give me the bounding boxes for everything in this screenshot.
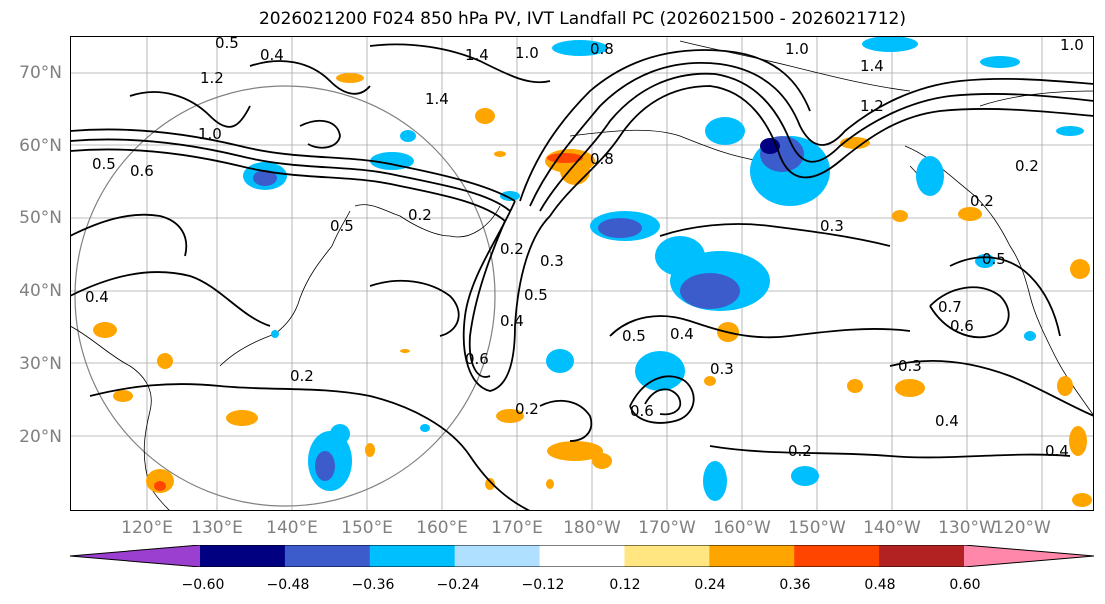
colorbar-segment <box>624 545 710 567</box>
colorbar-segment <box>794 545 880 567</box>
lat-label: 50°N <box>19 208 62 228</box>
contour-label: 0.2 <box>408 206 432 224</box>
colorbar <box>70 545 1094 567</box>
lon-label: 140°E <box>266 518 318 538</box>
colorbar-tick: −0.24 <box>436 577 480 593</box>
colorbar-tick: −0.48 <box>266 577 310 593</box>
lon-label: 120°W <box>993 518 1051 538</box>
contour-label: 0.3 <box>710 360 734 378</box>
contour-label: 0.2 <box>500 240 524 258</box>
contour-label: 0.4 <box>260 46 284 64</box>
lon-label: 180°W <box>563 518 621 538</box>
contour-label: 0.2 <box>290 367 314 385</box>
contour-label: 1.0 <box>1060 36 1084 54</box>
negative-anomalies <box>243 36 1084 501</box>
lat-label: 30°N <box>19 354 62 374</box>
contour-label: 0.8 <box>590 150 614 168</box>
contour-label: 0.5 <box>622 327 646 345</box>
contour-label: 0.5 <box>982 250 1006 268</box>
colorbar-segment <box>454 545 541 567</box>
contour-label: 0.4 <box>500 312 524 330</box>
map-plot-area: 0.5 0.4 1.4 1.0 0.8 1.0 1.4 1.2 1.4 1.2 … <box>70 36 1094 511</box>
lat-label: 60°N <box>19 136 62 156</box>
colorbar-tick: 0.60 <box>949 577 981 593</box>
contour-label: 0.2 <box>970 192 994 210</box>
lon-label: 120°E <box>121 518 173 538</box>
contour-label: 1.4 <box>425 90 449 108</box>
contour-label: 1.4 <box>860 57 884 75</box>
lon-label: 140°W <box>863 518 921 538</box>
colorbar-tick: 0.48 <box>864 577 896 593</box>
colorbar-tick: −0.60 <box>181 577 225 593</box>
colorbar-segment <box>284 545 371 567</box>
lon-label: 160°W <box>713 518 771 538</box>
colorbar-segment <box>369 545 456 567</box>
colorbar-min-extension <box>70 545 200 567</box>
contour-label: 0.6 <box>630 402 654 420</box>
colorbar-segments <box>200 545 965 567</box>
lon-label: 160°E <box>416 518 468 538</box>
lat-label: 40°N <box>19 281 62 301</box>
graticule <box>70 36 1094 511</box>
colorbar-segment <box>200 545 286 567</box>
lat-label: 20°N <box>19 427 62 447</box>
contour-label: 0.8 <box>590 40 614 58</box>
colorbar-segment <box>709 545 795 567</box>
colorbar-max-extension <box>964 545 1094 567</box>
range-circle <box>74 85 496 507</box>
colorbar-segment <box>879 545 965 567</box>
pv-ivt-map: 0.5 0.4 1.4 1.0 0.8 1.0 1.4 1.2 1.4 1.2 … <box>70 36 1094 511</box>
contour-label: 0.2 <box>788 442 812 460</box>
contour-label: 0.5 <box>330 217 354 235</box>
contour-label: 0.4 <box>1045 442 1069 460</box>
contour-label: 0.4 <box>85 288 109 306</box>
colorbar-tick: −0.12 <box>521 577 565 593</box>
colorbar-tick: 0.24 <box>694 577 726 593</box>
positive-anomalies <box>93 73 1092 507</box>
contour-label: 0.5 <box>524 286 548 304</box>
contour-label: 1.2 <box>860 97 884 115</box>
contour-label: 1.4 <box>465 46 489 64</box>
contour-label: 0.3 <box>820 217 844 235</box>
contour-labels: 0.5 0.4 1.4 1.0 0.8 1.0 1.4 1.2 1.4 1.2 … <box>85 36 1084 460</box>
lon-label: 130°E <box>191 518 243 538</box>
colorbar-tick: 0.12 <box>609 577 641 593</box>
lon-label: 130°W <box>938 518 996 538</box>
lon-label: 170°W <box>638 518 696 538</box>
contour-label: 0.6 <box>130 162 154 180</box>
contour-label: 0.3 <box>540 252 564 270</box>
contour-label: 0.6 <box>950 317 974 335</box>
contour-label: 0.5 <box>215 36 239 52</box>
colorbar-tick: −0.36 <box>351 577 395 593</box>
colorbar-segment <box>539 545 625 567</box>
contour-label: 0.6 <box>465 350 489 368</box>
contour-label: 1.0 <box>785 40 809 58</box>
colorbar-tick: 0.36 <box>779 577 811 593</box>
contour-label: 0.5 <box>92 155 116 173</box>
lon-label: 150°W <box>788 518 846 538</box>
lon-label: 170°E <box>491 518 543 538</box>
contour-label: 1.2 <box>200 69 224 87</box>
pv-contours <box>70 43 1094 511</box>
contour-label: 0.2 <box>1015 157 1039 175</box>
contour-label: 0.2 <box>515 400 539 418</box>
contour-label: 0.3 <box>898 357 922 375</box>
lon-label: 150°E <box>341 518 393 538</box>
contour-label: 1.0 <box>198 125 222 143</box>
contour-label: 1.0 <box>515 44 539 62</box>
contour-label: 0.4 <box>935 412 959 430</box>
map-title: 2026021200 F024 850 hPa PV, IVT Landfall… <box>258 9 906 29</box>
contour-label: 0.4 <box>670 325 694 343</box>
contour-label: 0.7 <box>938 298 962 316</box>
lat-label: 70°N <box>19 63 62 83</box>
